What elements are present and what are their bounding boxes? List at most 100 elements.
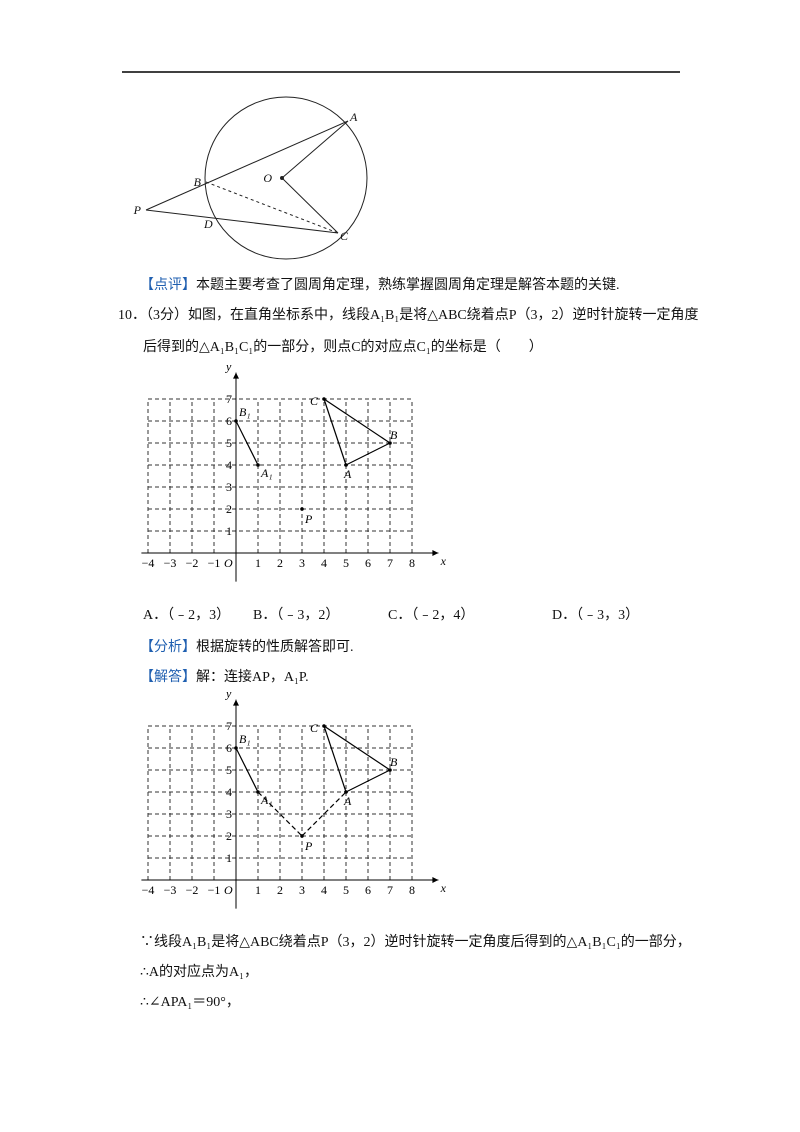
point-label: A bbox=[343, 467, 352, 481]
point bbox=[300, 507, 304, 511]
point bbox=[344, 790, 348, 794]
point-label: D bbox=[203, 217, 213, 231]
analysis-tag: 【分析】 bbox=[140, 640, 196, 655]
y-tick-label: 1 bbox=[226, 851, 232, 865]
segment bbox=[235, 420, 259, 466]
segment bbox=[323, 398, 347, 466]
y-tick-label: 5 bbox=[226, 763, 232, 777]
point-label: B bbox=[390, 428, 398, 442]
option: A．（﹣2，3） bbox=[143, 608, 231, 623]
segment bbox=[235, 747, 259, 793]
point bbox=[234, 419, 238, 423]
segment bbox=[345, 769, 391, 793]
option: C．（﹣2，4） bbox=[388, 608, 475, 623]
x-tick-label: 2 bbox=[277, 556, 283, 570]
option: D．（﹣3，3） bbox=[552, 608, 640, 623]
question-line: 后得到的△A₁B₁C₁的一部分，则点C的对应点C₁的坐标是（ ） bbox=[143, 340, 543, 355]
y-tick-label: 4 bbox=[226, 458, 232, 472]
point-label: B₁ bbox=[239, 405, 251, 419]
x-tick-label: 4 bbox=[321, 556, 327, 570]
x-tick-label: 7 bbox=[387, 883, 393, 897]
y-tick-label: 5 bbox=[226, 436, 232, 450]
point bbox=[256, 790, 260, 794]
y-tick-label: 1 bbox=[226, 524, 232, 538]
y-tick-label: 3 bbox=[226, 807, 232, 821]
y-tick-label: 2 bbox=[226, 829, 232, 843]
segment bbox=[323, 725, 347, 793]
point bbox=[388, 441, 392, 445]
x-tick-label: 3 bbox=[299, 883, 305, 897]
y-tick-label: 3 bbox=[226, 480, 232, 494]
y-axis-label: y bbox=[225, 686, 232, 700]
x-tick-label: −3 bbox=[164, 883, 177, 897]
x-tick-label: 7 bbox=[387, 556, 393, 570]
x-tick-label: 1 bbox=[255, 556, 261, 570]
x-axis-label: x bbox=[440, 881, 447, 895]
point bbox=[234, 746, 238, 750]
point bbox=[300, 834, 304, 838]
x-tick-label: 1 bbox=[255, 883, 261, 897]
point-label: A₁ bbox=[260, 466, 273, 480]
origin-label: O bbox=[224, 883, 233, 897]
point bbox=[322, 397, 326, 401]
point-label: B₁ bbox=[239, 732, 251, 746]
x-tick-label: 5 bbox=[343, 883, 349, 897]
solution-text: 解：连接AP，A₁P. bbox=[196, 670, 309, 685]
axis-arrow bbox=[233, 372, 439, 556]
point-label: A bbox=[349, 110, 358, 124]
x-tick-label: 6 bbox=[365, 883, 371, 897]
y-tick-label: 2 bbox=[226, 502, 232, 516]
x-tick-label: −2 bbox=[186, 883, 199, 897]
y-tick-label: 4 bbox=[226, 785, 232, 799]
x-tick-label: −4 bbox=[142, 883, 155, 897]
segment bbox=[323, 725, 391, 771]
point-label: P bbox=[304, 512, 313, 526]
point-label: A bbox=[343, 794, 352, 808]
point bbox=[256, 463, 260, 467]
x-tick-label: 6 bbox=[365, 556, 371, 570]
x-tick-label: −4 bbox=[142, 556, 155, 570]
comment-tag: 【点评】 bbox=[140, 278, 196, 293]
x-tick-label: −3 bbox=[164, 556, 177, 570]
point-label: P bbox=[133, 203, 142, 217]
point-label: A₁ bbox=[260, 793, 273, 807]
y-tick-label: 7 bbox=[226, 392, 232, 406]
point-label: C bbox=[340, 229, 349, 243]
x-tick-label: 3 bbox=[299, 556, 305, 570]
x-axis-label: x bbox=[440, 554, 447, 568]
x-tick-label: −1 bbox=[208, 556, 221, 570]
x-tick-label: 2 bbox=[277, 883, 283, 897]
question-line: 10．（3分）如图，在直角坐标系中，线段A₁B₁是将△ABC绕着点P（3，2）逆… bbox=[118, 308, 699, 323]
comment-text: 本题主要考查了圆周角定理，熟练掌握圆周角定理是解答本题的关键. bbox=[196, 278, 620, 293]
comment: 【点评】本题主要考查了圆周角定理，熟练掌握圆周角定理是解答本题的关键. bbox=[140, 274, 620, 294]
point-label: B bbox=[390, 755, 398, 769]
x-tick-label: −2 bbox=[186, 556, 199, 570]
point-label: P bbox=[304, 839, 313, 853]
point bbox=[344, 463, 348, 467]
segment bbox=[257, 791, 303, 837]
solution-step: ∴∠APA₁＝90°， bbox=[140, 995, 240, 1010]
circle-figure: A O B P D C bbox=[133, 96, 368, 260]
option: B．（﹣3，2） bbox=[253, 608, 340, 623]
point bbox=[322, 724, 326, 728]
y-axis-label: y bbox=[225, 359, 232, 373]
analysis: 【分析】根据旋转的性质解答即可. bbox=[140, 636, 354, 656]
solution-step: ∴A的对应点为A₁， bbox=[140, 965, 259, 980]
point-label: B bbox=[194, 175, 202, 189]
x-tick-label: 8 bbox=[409, 883, 415, 897]
axis-arrow bbox=[233, 699, 439, 883]
segment bbox=[323, 398, 391, 444]
origin-label: O bbox=[224, 556, 233, 570]
y-tick-label: 6 bbox=[226, 414, 232, 428]
point-label: C bbox=[310, 721, 319, 735]
y-tick-label: 7 bbox=[226, 719, 232, 733]
grid-figure: −4 −3 −2 −1 1 2 3 4 5 6 7 8 1 2 3 4 5 6 7 O x y B₁ A₁ C B A P bbox=[141, 359, 447, 582]
solution-step: ∵线段A₁B₁是将△ABC绕着点P（3，2）逆时针旋转一定角度后得到的△A₁B₁… bbox=[140, 935, 691, 950]
x-tick-label: 5 bbox=[343, 556, 349, 570]
point-label: O bbox=[263, 171, 272, 185]
analysis-text: 根据旋转的性质解答即可. bbox=[196, 640, 354, 655]
point bbox=[388, 768, 392, 772]
x-tick-label: −1 bbox=[208, 883, 221, 897]
